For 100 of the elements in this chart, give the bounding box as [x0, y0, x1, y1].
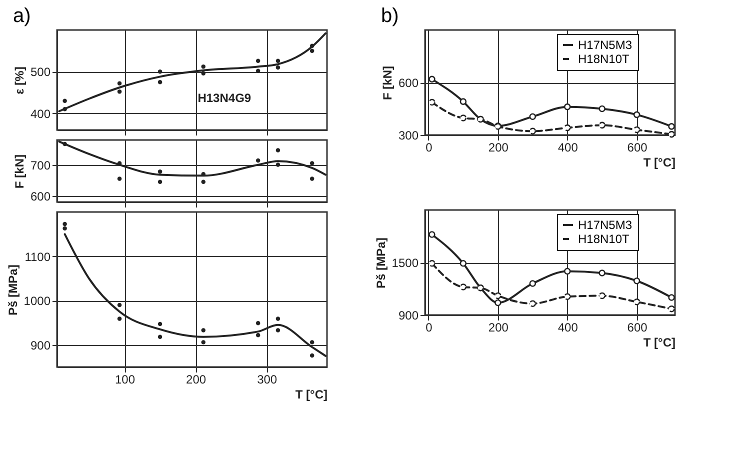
point: [256, 158, 260, 163]
point: [460, 284, 467, 290]
point: [428, 98, 436, 106]
point: [201, 180, 206, 184]
point: [529, 128, 536, 135]
x-tick-label: 200: [488, 320, 509, 334]
legend-label: H17N5M3: [578, 38, 632, 52]
point: [633, 111, 640, 118]
chart-title: b): [380, 5, 399, 27]
x-axis-title: T [°C]: [643, 156, 676, 170]
point: [201, 71, 206, 76]
legend-label: H18N10T: [578, 52, 630, 66]
point: [564, 293, 571, 300]
point: [158, 180, 162, 184]
point: [460, 114, 467, 122]
x-tick-label: 0: [426, 140, 433, 154]
y-tick-label: 900: [30, 338, 51, 352]
point: [276, 148, 280, 152]
point: [62, 98, 67, 103]
point: [633, 298, 640, 306]
point: [598, 292, 606, 300]
point: [158, 170, 162, 174]
point: [310, 353, 314, 358]
y-tick-label: 1500: [392, 256, 419, 270]
y-tick-label: 700: [30, 158, 51, 172]
x-tick-label: 400: [558, 320, 578, 334]
point: [668, 294, 675, 301]
point: [668, 305, 675, 312]
y-tick-label: 300: [398, 128, 419, 142]
point: [158, 80, 162, 84]
point: [529, 113, 536, 120]
line-series: [64, 233, 327, 357]
y-axis-title: F [kN]: [380, 66, 394, 100]
point: [158, 70, 162, 74]
point: [529, 300, 536, 308]
point: [117, 81, 122, 86]
legend-label: H18N10T: [578, 232, 630, 246]
point: [256, 58, 260, 63]
point: [310, 48, 314, 53]
y-tick-label: 1000: [24, 294, 51, 308]
chart-title: a): [12, 5, 31, 27]
x-axis-title: T [°C]: [295, 388, 328, 402]
point: [256, 332, 260, 338]
legend-label: H17N5M3: [578, 218, 632, 232]
y-tick-label: 500: [30, 65, 51, 80]
point: [564, 268, 571, 275]
y-tick-label: 600: [30, 189, 51, 204]
annotation: H13N4G9: [198, 91, 252, 105]
point: [428, 231, 436, 238]
point: [310, 340, 314, 344]
point: [494, 292, 502, 300]
point: [256, 321, 260, 326]
x-tick-label: 600: [627, 320, 648, 334]
point: [256, 68, 260, 73]
point: [310, 176, 314, 181]
x-tick-label: 300: [257, 372, 278, 386]
point: [276, 58, 280, 63]
point: [201, 340, 206, 344]
x-tick-label: 200: [186, 372, 206, 386]
x-tick-label: 200: [488, 140, 509, 154]
point: [201, 328, 206, 332]
y-axis-title: Pš [MPa]: [374, 238, 388, 288]
point: [428, 260, 436, 267]
y-tick-label: 900: [398, 308, 419, 322]
point: [201, 64, 206, 69]
point: [564, 124, 571, 132]
point: [428, 76, 436, 83]
point: [158, 322, 162, 326]
x-axis-title: T [°C]: [643, 336, 676, 350]
y-tick-label: 600: [398, 76, 419, 90]
y-axis-title: F [kN]: [12, 154, 26, 188]
point: [276, 316, 280, 321]
point: [460, 98, 467, 105]
point: [633, 126, 640, 134]
point: [598, 105, 606, 112]
point: [276, 162, 280, 167]
y-tick-label: 400: [30, 106, 51, 121]
point: [276, 328, 280, 332]
point: [117, 90, 122, 94]
point: [117, 176, 122, 181]
point: [62, 226, 67, 231]
point: [598, 122, 606, 129]
y-tick-label: 1100: [24, 250, 51, 264]
point: [158, 334, 162, 340]
point: [62, 222, 67, 226]
point: [117, 316, 122, 321]
y-axis-title: ε [%]: [12, 66, 26, 94]
point: [529, 280, 536, 287]
x-tick-label: 100: [114, 372, 136, 386]
x-tick-label: 600: [627, 140, 648, 154]
point: [668, 130, 675, 138]
point: [460, 260, 467, 267]
point: [633, 277, 640, 284]
point: [117, 302, 122, 308]
point: [494, 299, 502, 306]
point: [564, 103, 571, 110]
point: [310, 161, 314, 166]
x-tick-label: 0: [426, 320, 433, 334]
x-tick-label: 400: [558, 140, 578, 154]
point: [668, 123, 675, 130]
